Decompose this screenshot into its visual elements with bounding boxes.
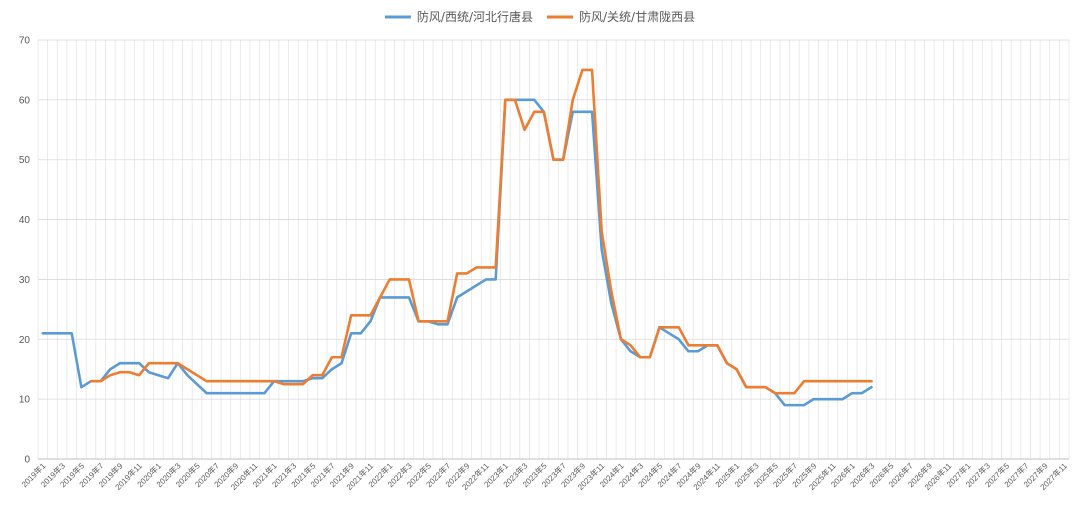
legend-label: 防风/西统/河北行唐县 — [417, 9, 533, 24]
y-tick-label: 40 — [19, 215, 31, 226]
legend-item: 防风/关统/甘肃陇西县 — [547, 9, 695, 24]
y-tick-label: 70 — [19, 36, 31, 47]
y-tick-label: 20 — [19, 335, 31, 346]
y-tick-label: 50 — [19, 155, 31, 166]
legend-label: 防风/关统/甘肃陇西县 — [579, 9, 695, 24]
series-line-1 — [41, 98, 873, 407]
legend: 防风/西统/河北行唐县 防风/关统/甘肃陇西县 — [384, 9, 695, 24]
y-tick-label: 0 — [24, 455, 30, 466]
axes: 0102030405060702019年12019年32019年52019年72… — [19, 36, 1069, 492]
series-lines — [41, 68, 873, 407]
y-tick-label: 60 — [19, 95, 31, 106]
y-tick-label: 10 — [19, 395, 31, 406]
series-line-2 — [89, 68, 873, 395]
grid — [37, 39, 1070, 460]
y-tick-label: 30 — [19, 275, 31, 286]
legend-item: 防风/西统/河北行唐县 — [384, 9, 533, 24]
